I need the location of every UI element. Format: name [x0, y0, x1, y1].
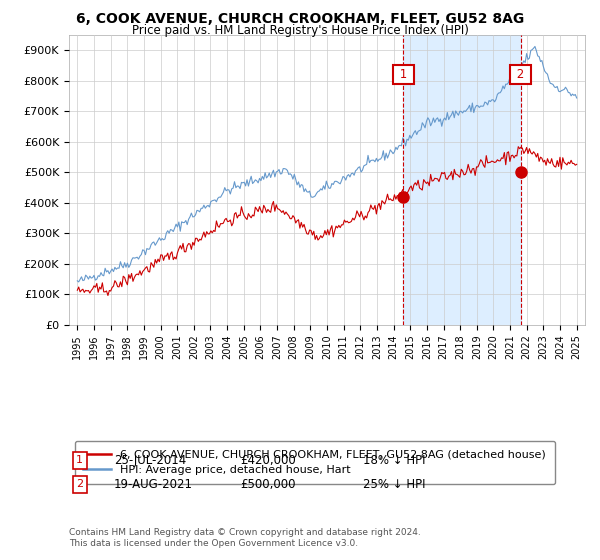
Text: £420,000: £420,000 [240, 454, 296, 467]
Text: 19-AUG-2021: 19-AUG-2021 [114, 478, 193, 491]
Text: 25% ↓ HPI: 25% ↓ HPI [363, 478, 425, 491]
Legend: 6, COOK AVENUE, CHURCH CROOKHAM, FLEET, GU52 8AG (detached house), HPI: Average : 6, COOK AVENUE, CHURCH CROOKHAM, FLEET, … [74, 441, 555, 484]
Text: 1: 1 [76, 455, 83, 465]
Text: £500,000: £500,000 [240, 478, 296, 491]
Text: 1: 1 [395, 68, 410, 81]
Text: 6, COOK AVENUE, CHURCH CROOKHAM, FLEET, GU52 8AG: 6, COOK AVENUE, CHURCH CROOKHAM, FLEET, … [76, 12, 524, 26]
Text: 2: 2 [76, 479, 83, 489]
Text: 25-JUL-2014: 25-JUL-2014 [114, 454, 186, 467]
Text: 2: 2 [513, 68, 528, 81]
Bar [403, 35, 521, 325]
Text: Contains HM Land Registry data © Crown copyright and database right 2024.
This d: Contains HM Land Registry data © Crown c… [69, 528, 421, 548]
Text: Price paid vs. HM Land Registry's House Price Index (HPI): Price paid vs. HM Land Registry's House … [131, 24, 469, 37]
Text: 18% ↓ HPI: 18% ↓ HPI [363, 454, 425, 467]
